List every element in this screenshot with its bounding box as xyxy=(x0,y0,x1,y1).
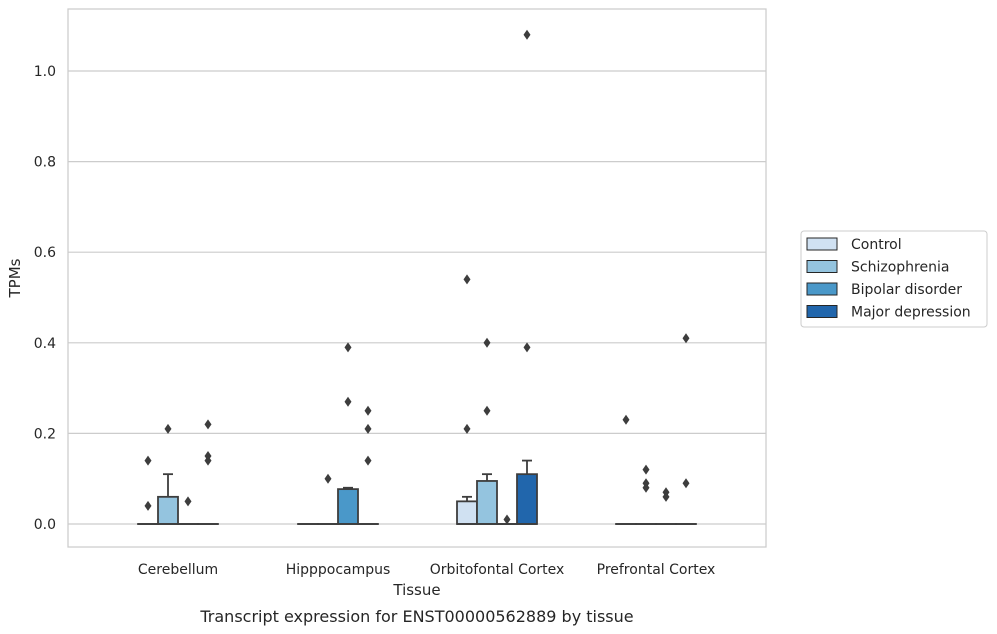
legend-swatch xyxy=(806,237,838,251)
box-major-depression xyxy=(197,419,219,525)
outlier-point xyxy=(622,414,630,425)
box-major-depression xyxy=(516,29,538,525)
outlier-point xyxy=(483,405,491,416)
outlier-point xyxy=(463,274,471,285)
box-schizophrenia xyxy=(157,423,179,525)
y-axis-label: TPMs xyxy=(6,258,24,298)
box-major-depression xyxy=(675,333,697,525)
box xyxy=(157,495,179,525)
box-control xyxy=(137,455,159,525)
box xyxy=(337,488,359,525)
x-tick-label: Cerebellum xyxy=(138,562,218,578)
box-bipolar-disorder xyxy=(655,487,677,525)
outlier-point xyxy=(523,29,531,40)
outlier-point xyxy=(204,455,212,466)
box-schizophrenia xyxy=(476,337,498,525)
outlier-point xyxy=(184,496,192,507)
outlier-point xyxy=(642,464,650,475)
outlier-point xyxy=(364,455,372,466)
outlier-point xyxy=(523,342,531,353)
box-major-depression xyxy=(357,405,379,525)
gridlines xyxy=(68,70,766,525)
outlier-point xyxy=(344,342,352,353)
y-tick-label: 0.6 xyxy=(34,245,56,261)
legend-swatch xyxy=(806,260,838,273)
outlier-point xyxy=(344,396,352,407)
y-tick-label: 0.4 xyxy=(34,336,56,352)
box-bipolar-disorder xyxy=(496,514,518,525)
legend-label: Schizophrenia xyxy=(851,260,949,276)
plot-frame xyxy=(67,8,767,548)
box-control xyxy=(615,414,637,525)
x-tick-label: Hipppocampus xyxy=(286,562,391,578)
outlier-point xyxy=(364,423,372,434)
x-axis: Cerebellum Hipppocampus Orbitofontal Corte… xyxy=(138,562,715,578)
outlier-point xyxy=(463,423,471,434)
outlier-point xyxy=(364,405,372,416)
box xyxy=(456,500,478,525)
legend-label: Control xyxy=(851,237,902,253)
box-bipolar-disorder xyxy=(337,342,359,525)
outlier-point xyxy=(682,478,690,489)
y-tick-label: 1.0 xyxy=(34,64,56,80)
outlier-point xyxy=(483,337,491,348)
x-axis-label: Tissue xyxy=(392,581,440,599)
outlier-point xyxy=(204,419,212,430)
box xyxy=(476,480,498,525)
outlier-point xyxy=(662,491,670,502)
legend-swatch xyxy=(806,282,838,296)
outlier-point xyxy=(503,514,511,525)
outlier-point xyxy=(642,482,650,493)
y-axis: 0.0 0.2 0.4 0.6 0.8 1.0 xyxy=(34,64,56,533)
y-tick-label: 0.2 xyxy=(34,426,56,442)
x-tick-label: Orbitofontal Cortex xyxy=(430,562,565,578)
box-bipolar-disorder xyxy=(177,496,199,525)
outlier-point xyxy=(164,423,172,434)
box xyxy=(516,473,538,525)
box-schizophrenia xyxy=(317,473,339,525)
legend: Control Schizophrenia Bipolar disorder Majo… xyxy=(800,230,988,328)
box-schizophrenia xyxy=(635,464,657,525)
outlier-point xyxy=(144,455,152,466)
legend-frame xyxy=(800,230,988,328)
outlier-point xyxy=(144,500,152,511)
legend-label: Bipolar disorder xyxy=(851,282,962,298)
chart-caption: Transcript expression for ENST0000056288… xyxy=(199,607,633,626)
outlier-point xyxy=(324,473,332,484)
legend-swatch xyxy=(806,305,838,318)
y-tick-label: 0.0 xyxy=(34,517,56,533)
outlier-point xyxy=(682,333,690,344)
y-tick-label: 0.8 xyxy=(34,155,56,171)
x-tick-label: Prefrontal Cortex xyxy=(597,562,716,578)
legend-label: Major depression xyxy=(851,305,971,321)
box-plots xyxy=(137,29,697,525)
box-control xyxy=(456,274,478,525)
